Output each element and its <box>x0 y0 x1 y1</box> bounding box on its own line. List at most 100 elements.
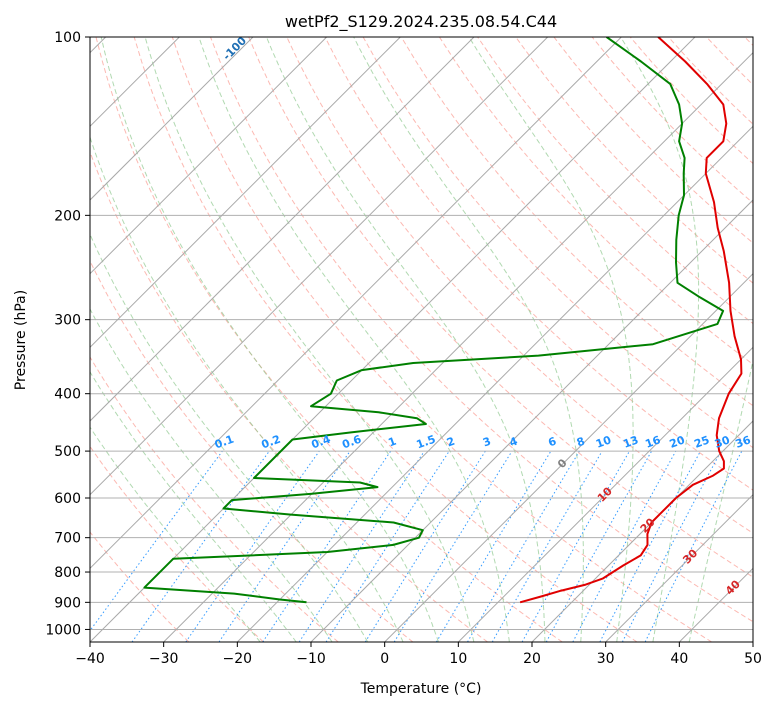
mixing-ratio-line <box>521 450 630 642</box>
dry-adiabat <box>90 150 488 642</box>
isotherm <box>90 37 549 496</box>
x-tick-label: −40 <box>75 651 105 667</box>
mixing-ratio-lines <box>90 450 743 642</box>
mixing-ratio-line <box>262 450 392 642</box>
mixing-ratio-label: 0.6 <box>340 432 363 451</box>
dry-adiabat <box>95 37 563 642</box>
mixing-ratio-label: 6 <box>547 434 559 449</box>
x-tick-label: −10 <box>296 651 326 667</box>
x-tick-label: 20 <box>523 651 541 667</box>
mixing-ratio-line <box>298 450 425 642</box>
isotherm <box>90 37 696 642</box>
mixing-ratio-label: 8 <box>575 435 587 450</box>
moist-adiabat <box>266 37 546 642</box>
x-tick-label: −30 <box>149 651 179 667</box>
x-tick-label: 10 <box>449 651 467 667</box>
y-tick-label: 100 <box>54 30 81 46</box>
mixing-ratio-label: 0.1 <box>213 433 236 452</box>
dry-adiabat <box>171 37 712 642</box>
isotherm <box>163 51 753 642</box>
mixing-ratio-label: 10 <box>594 433 613 451</box>
moist-adiabat <box>688 358 753 642</box>
mixing-ratio-line <box>545 450 653 642</box>
y-tick-label: 200 <box>54 208 81 224</box>
isotherm <box>531 420 753 642</box>
moist-adiabat <box>620 37 700 642</box>
plot-frame <box>89 36 754 643</box>
moist-adiabat <box>144 37 475 642</box>
mixing-ratio-line <box>185 450 320 642</box>
mixing-ratio-line <box>393 450 513 642</box>
mixing-ratio-label: 36 <box>734 433 753 451</box>
y-tick-label: 900 <box>54 595 81 611</box>
mixing-ratio-line <box>218 450 351 642</box>
dry-adiabat <box>515 37 753 284</box>
mixing-ratio-line <box>572 450 677 642</box>
mixing-ratio-label: 30 <box>713 433 732 451</box>
temperature-trace <box>519 37 743 604</box>
y-tick-label: 400 <box>54 387 81 403</box>
dewpoint-trace <box>143 37 725 604</box>
x-tick-label: 0 <box>380 651 389 667</box>
moist-adiabat <box>90 426 261 642</box>
x-tick-label: 40 <box>670 651 688 667</box>
dry-adiabat <box>90 531 190 642</box>
isotherm <box>310 199 753 642</box>
mixing-ratio-label: 13 <box>621 433 640 450</box>
chart-title: wetPf2_S129.2024.235.08.54.C44 <box>285 12 557 32</box>
y-tick-label: 700 <box>54 531 81 547</box>
y-tick-label: 1000 <box>45 622 81 638</box>
dry-adiabats <box>90 37 753 642</box>
isotherm <box>384 272 753 642</box>
isoline-labels: -100-90-80-70-60-50-40-30-20-10010203040… <box>213 37 753 598</box>
mixing-ratio-label: 20 <box>668 433 687 451</box>
mixing-ratio-line <box>644 450 743 642</box>
y-tick-label: 600 <box>54 491 81 507</box>
isotherm <box>90 37 622 570</box>
isotherm <box>90 37 254 201</box>
moist-adiabat <box>90 308 333 642</box>
y-axis-ticks: 100 200 300 400 500 600 700 800 900 1000 <box>45 30 90 638</box>
mixing-ratio-line <box>131 450 270 642</box>
isotherm <box>90 37 475 422</box>
x-tick-label: 30 <box>597 651 615 667</box>
moist-adiabat <box>353 37 584 642</box>
y-axis-title: Pressure (hPa) <box>13 290 29 390</box>
isotherm <box>605 493 753 642</box>
dry-adiabat <box>90 445 264 642</box>
dry-adiabat <box>248 37 753 578</box>
x-axis-title: Temperature (°C) <box>360 681 482 697</box>
mixing-ratio-label: 25 <box>692 433 711 450</box>
moist-adiabat <box>90 233 369 642</box>
y-tick-label: 500 <box>54 444 81 460</box>
mixing-ratio-label: 16 <box>644 433 663 451</box>
mixing-ratio-label: 1.5 <box>415 433 438 452</box>
dry-adiabat <box>90 356 339 642</box>
dry-adiabat <box>324 37 753 491</box>
dry-adiabat <box>210 37 753 623</box>
mixing-ratio-label: 4 <box>508 434 520 449</box>
isotherms <box>90 37 753 642</box>
sounding-traces <box>143 37 743 604</box>
moist-adiabat <box>90 135 404 642</box>
x-tick-label: −20 <box>223 651 253 667</box>
moist-adiabat <box>100 37 439 642</box>
mixing-ratio-label: 0.2 <box>260 433 283 452</box>
dry-adiabat <box>133 37 638 642</box>
mixing-ratio-label: 3 <box>481 435 493 450</box>
pressure-gridlines <box>90 37 753 630</box>
mixing-ratio-label: 0.4 <box>310 432 333 451</box>
plot-area: -100-90-80-70-60-50-40-30-20-10010203040… <box>90 37 753 642</box>
isotherm <box>457 346 753 642</box>
dry-adiabat <box>438 37 753 366</box>
dry-adiabat <box>400 37 753 407</box>
isotherm <box>236 125 753 642</box>
isotherm <box>90 37 401 349</box>
x-axis-ticks: −40 −30 −20 −10 0 10 20 30 40 50 <box>75 642 762 667</box>
mixing-ratio-line <box>325 450 450 642</box>
moist-adiabat <box>198 37 510 642</box>
x-tick-label: 50 <box>744 651 762 667</box>
y-tick-label: 300 <box>54 313 81 329</box>
